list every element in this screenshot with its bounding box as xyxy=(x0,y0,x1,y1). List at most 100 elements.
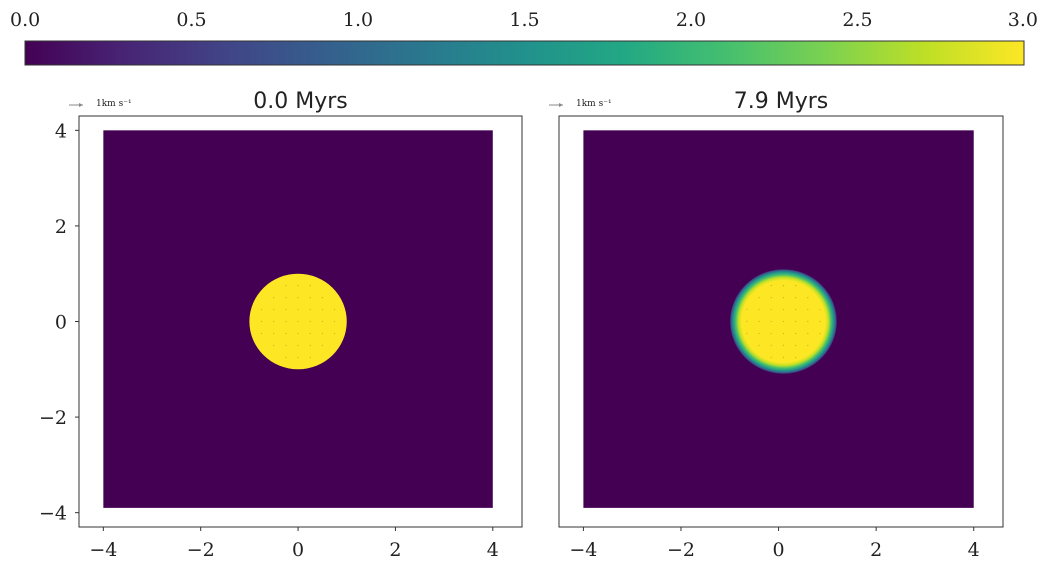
quiver-point xyxy=(795,285,797,287)
quiver-point xyxy=(795,344,797,346)
quiver-point xyxy=(819,308,821,311)
y-tick-label: −2 xyxy=(39,407,67,429)
quiver-point xyxy=(795,320,797,323)
quiver-point xyxy=(297,344,299,346)
panel-title: 0.0 Myrs xyxy=(253,89,348,114)
colorbar-tick-label: 2.0 xyxy=(676,9,706,31)
quiver-point xyxy=(273,344,275,346)
quiver-point xyxy=(333,308,336,311)
quiver-point xyxy=(297,356,299,358)
quiver-point xyxy=(297,320,299,323)
quiver-point xyxy=(309,285,311,287)
quiver-point xyxy=(297,308,299,311)
colorbar: 0.0 0.5 1.0 1.5 2.0 2.5 3.0 xyxy=(10,9,1038,66)
quiver-point xyxy=(285,320,287,323)
quiver-point xyxy=(321,320,324,323)
quiver-point xyxy=(782,344,785,346)
colorbar-gradient xyxy=(25,41,1024,65)
quiver-point xyxy=(321,344,324,346)
quiver-point xyxy=(782,285,785,287)
quiver-point xyxy=(309,332,311,335)
quiver-point xyxy=(285,285,287,287)
colorbar-tick-label: 2.5 xyxy=(842,9,872,31)
x-tick-label: 2 xyxy=(870,539,882,561)
quiver-point xyxy=(770,344,772,346)
quiver-point xyxy=(260,332,263,335)
colorbar-tick-label: 1.5 xyxy=(509,9,539,31)
x-tick-label: −4 xyxy=(89,539,117,561)
quiver-point xyxy=(285,344,287,346)
quiver-point xyxy=(273,332,275,335)
colorbar-tick-label: 0.5 xyxy=(176,9,206,31)
quiver-point xyxy=(297,285,299,287)
quiver-point xyxy=(758,308,760,311)
quiver-point xyxy=(770,297,772,299)
quiver-point xyxy=(333,332,336,335)
panel-right: 7.9 Myrs 1km s⁻¹ −4 −2 0 2 4 xyxy=(549,89,1004,561)
quiver-point xyxy=(819,320,821,323)
panel-title: 7.9 Myrs xyxy=(734,89,829,114)
quiver-point xyxy=(297,332,299,335)
quiver-point xyxy=(285,297,287,299)
quiver-point xyxy=(285,308,287,311)
quiver-point xyxy=(297,297,299,299)
quiver-point xyxy=(770,320,772,323)
quiver-point xyxy=(758,320,760,323)
quiver-point xyxy=(819,332,821,335)
quiver-point xyxy=(309,320,311,323)
quiver-point xyxy=(273,308,275,311)
x-tick-label: 2 xyxy=(389,539,401,561)
quiver-point xyxy=(333,320,336,323)
quiver-point xyxy=(260,320,263,323)
quiver-key-arrowhead xyxy=(559,103,563,107)
quiver-point xyxy=(309,308,311,311)
quiver-point xyxy=(746,320,748,323)
quiver-point xyxy=(746,308,748,311)
x-tick-label: 4 xyxy=(968,539,980,561)
quiver-point xyxy=(309,356,311,358)
quiver-point xyxy=(273,320,275,323)
quiver-point xyxy=(782,308,785,311)
quiver-point xyxy=(260,308,263,311)
quiver-point xyxy=(285,356,287,358)
quiver-point xyxy=(321,297,324,299)
x-tick-label: −2 xyxy=(187,539,215,561)
x-tick-label: 4 xyxy=(487,539,499,561)
quiver-point xyxy=(782,297,785,299)
panel-left: 0.0 Myrs 1km s⁻¹ −4 −2 0 2 4 −4 −2 0 2 4 xyxy=(39,89,523,561)
y-tick-label: 2 xyxy=(55,216,67,238)
quiver-point xyxy=(770,332,772,335)
quiver-point xyxy=(321,332,324,335)
quiver-point xyxy=(807,344,809,346)
quiver-point xyxy=(782,332,785,335)
quiver-point xyxy=(285,332,287,335)
quiver-point xyxy=(807,320,809,323)
colorbar-tick-label: 3.0 xyxy=(1008,9,1038,31)
quiver-key-label: 1km s⁻¹ xyxy=(576,99,612,109)
quiver-point xyxy=(795,297,797,299)
x-tick-label: 0 xyxy=(292,539,304,561)
quiver-point xyxy=(795,356,797,358)
quiver-point xyxy=(770,308,772,311)
quiver-key-label: 1km s⁻¹ xyxy=(96,99,132,109)
x-tick-label: −2 xyxy=(667,539,695,561)
quiver-point xyxy=(770,285,772,287)
quiver-point xyxy=(782,320,785,323)
quiver-point xyxy=(758,297,760,299)
quiver-point xyxy=(321,308,324,311)
y-tick-label: −4 xyxy=(39,503,67,525)
quiver-point xyxy=(807,308,809,311)
quiver-point xyxy=(795,332,797,335)
colorbar-tick-label: 1.0 xyxy=(343,9,373,31)
quiver-point xyxy=(807,297,809,299)
quiver-point xyxy=(770,356,772,358)
quiver-point xyxy=(309,297,311,299)
quiver-point xyxy=(273,297,275,299)
quiver-point xyxy=(758,332,760,335)
quiver-point xyxy=(782,356,785,358)
quiver-point xyxy=(746,332,748,335)
x-tick-label: 0 xyxy=(773,539,785,561)
y-tick-label: 4 xyxy=(55,120,67,142)
quiver-point xyxy=(758,344,760,346)
